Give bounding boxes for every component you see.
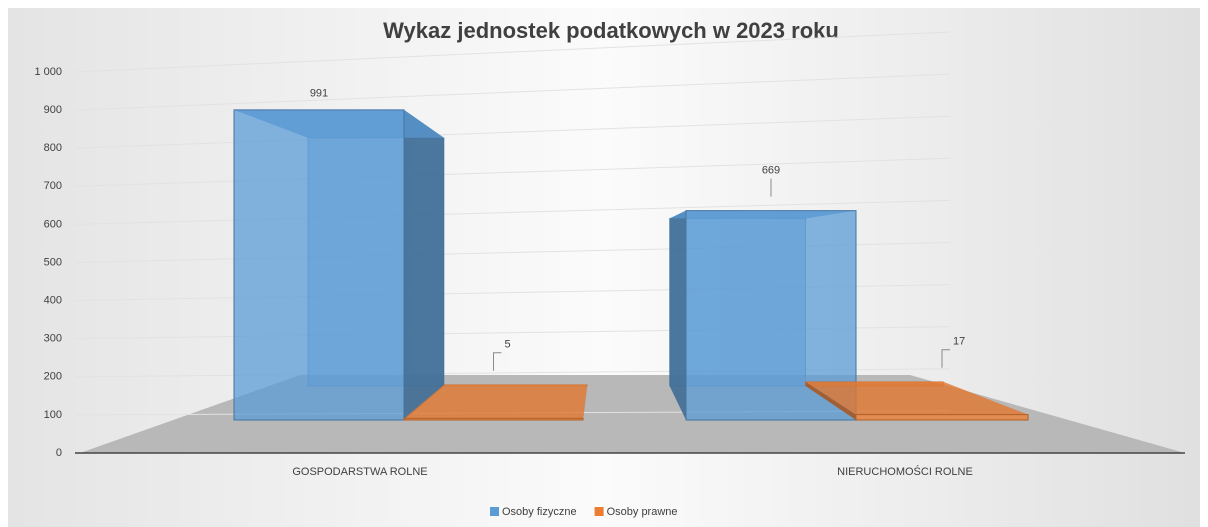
bar-side (805, 381, 856, 420)
bar-top (404, 384, 588, 419)
bar-side (583, 384, 588, 420)
y-tick-label: 500 (44, 256, 62, 268)
bar-top (805, 381, 1028, 415)
bar (233, 109, 445, 421)
legend-label: Osoby fizyczne (502, 506, 577, 518)
bar (805, 381, 1029, 421)
grid-line (74, 199, 951, 225)
grid-line (74, 73, 951, 111)
y-tick-label: 700 (44, 180, 62, 192)
y-tick-label: 100 (44, 409, 62, 421)
leader-line (493, 352, 502, 371)
grid-line (74, 157, 951, 187)
bar-side (669, 210, 686, 420)
y-tick-label: 1 000 (34, 66, 62, 78)
y-tick-label: 600 (44, 218, 62, 230)
bar (403, 384, 588, 421)
leader-line (941, 349, 950, 368)
legend-swatch (490, 507, 499, 516)
data-label: 17 (953, 336, 965, 348)
y-tick-label: 800 (44, 142, 62, 154)
x-tick-label: NIERUCHOMOŚCI ROLNE (837, 465, 973, 478)
y-tick-label: 400 (44, 295, 62, 307)
y-tick-label: 200 (44, 371, 62, 383)
bar-side (404, 109, 444, 420)
y-tick-label: 0 (56, 447, 62, 459)
x-tick-label: GOSPODARSTWA ROLNE (292, 466, 427, 478)
bar-front (233, 109, 405, 421)
legend-label: Osoby prawne (607, 506, 678, 518)
data-label: 669 (762, 165, 780, 177)
data-label: 991 (310, 88, 328, 100)
y-tick-label: 300 (44, 333, 62, 345)
grid-line (74, 31, 951, 73)
y-tick-label: 900 (44, 104, 62, 116)
bar-front (403, 417, 584, 421)
grid-line (74, 115, 951, 149)
bar (669, 210, 857, 421)
legend-swatch (594, 507, 604, 516)
chart-title: Wykaz jednostek podatkowych w 2023 roku (383, 18, 839, 43)
data-label: 5 (505, 339, 511, 351)
bar-front (855, 414, 1029, 421)
